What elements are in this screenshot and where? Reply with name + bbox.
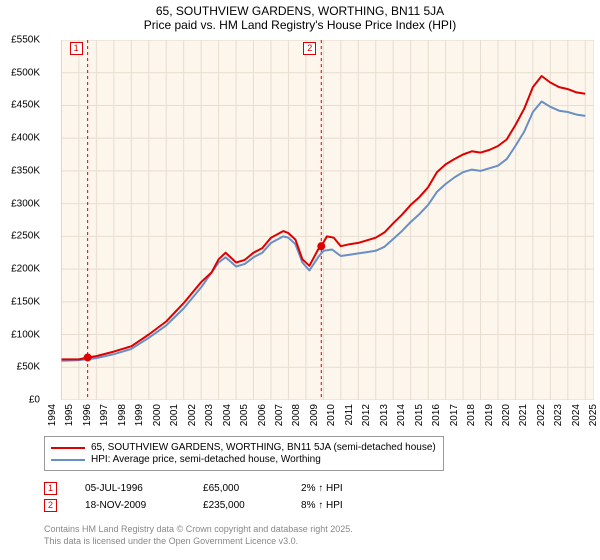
sales-table: 1 05-JUL-1996 £65,000 2% ↑ HPI 2 18-NOV-… — [44, 478, 343, 516]
legend-row-property: 65, SOUTHVIEW GARDENS, WORTHING, BN11 5J… — [51, 442, 437, 453]
x-tick-label: 1994 — [47, 404, 58, 426]
legend-label-hpi: HPI: Average price, semi-detached house,… — [91, 454, 321, 465]
sale-marker-box: 1 — [70, 42, 83, 55]
y-tick-label: £500K — [11, 67, 40, 78]
sales-marker-1: 1 — [44, 482, 57, 495]
x-tick-label: 2020 — [501, 404, 512, 426]
legend-swatch-hpi — [51, 459, 85, 461]
y-tick-label: £200K — [11, 264, 40, 275]
x-tick-label: 2016 — [431, 404, 442, 426]
sales-price-2: £235,000 — [203, 500, 273, 511]
attribution: Contains HM Land Registry data © Crown c… — [44, 524, 353, 547]
x-tick-label: 1998 — [117, 404, 128, 426]
legend-row-hpi: HPI: Average price, semi-detached house,… — [51, 454, 437, 465]
legend-label-property: 65, SOUTHVIEW GARDENS, WORTHING, BN11 5J… — [91, 442, 436, 453]
sales-row-1: 1 05-JUL-1996 £65,000 2% ↑ HPI — [44, 482, 343, 495]
x-tick-label: 2021 — [518, 404, 529, 426]
sales-delta-2: 8% ↑ HPI — [301, 500, 343, 511]
x-tick-label: 2000 — [152, 404, 163, 426]
x-tick-label: 2024 — [571, 404, 582, 426]
x-tick-label: 2023 — [553, 404, 564, 426]
x-tick-label: 2006 — [257, 404, 268, 426]
x-tick-label: 1997 — [99, 404, 110, 426]
y-tick-label: £400K — [11, 133, 40, 144]
x-tick-label: 2004 — [222, 404, 233, 426]
title-line-2: Price paid vs. HM Land Registry's House … — [0, 18, 600, 32]
x-tick-label: 2009 — [309, 404, 320, 426]
chart-area: £0£50K£100K£150K£200K£250K£300K£350K£400… — [44, 40, 594, 400]
x-tick-label: 2015 — [414, 404, 425, 426]
x-tick-label: 2007 — [274, 404, 285, 426]
title-line-1: 65, SOUTHVIEW GARDENS, WORTHING, BN11 5J… — [0, 4, 600, 18]
y-tick-label: £550K — [11, 35, 40, 46]
sales-date-2: 18-NOV-2009 — [85, 500, 175, 511]
x-tick-label: 1996 — [82, 404, 93, 426]
y-tick-label: £300K — [11, 198, 40, 209]
x-tick-label: 2013 — [379, 404, 390, 426]
y-tick-label: £50K — [17, 362, 40, 373]
attribution-line-2: This data is licensed under the Open Gov… — [44, 536, 353, 548]
legend: 65, SOUTHVIEW GARDENS, WORTHING, BN11 5J… — [44, 436, 444, 471]
sales-date-1: 05-JUL-1996 — [85, 483, 175, 494]
chart-svg — [44, 40, 594, 400]
x-tick-label: 2008 — [291, 404, 302, 426]
y-tick-label: £450K — [11, 100, 40, 111]
y-tick-label: £250K — [11, 231, 40, 242]
sales-delta-1: 2% ↑ HPI — [301, 483, 343, 494]
sales-marker-2: 2 — [44, 499, 57, 512]
x-tick-label: 2005 — [239, 404, 250, 426]
x-tick-label: 2019 — [484, 404, 495, 426]
x-tick-label: 2014 — [396, 404, 407, 426]
x-tick-label: 1999 — [134, 404, 145, 426]
y-tick-label: £150K — [11, 296, 40, 307]
sales-row-2: 2 18-NOV-2009 £235,000 8% ↑ HPI — [44, 499, 343, 512]
x-tick-label: 2010 — [326, 404, 337, 426]
x-tick-label: 2025 — [588, 404, 599, 426]
x-tick-label: 2003 — [204, 404, 215, 426]
sales-price-1: £65,000 — [203, 483, 273, 494]
legend-swatch-property — [51, 447, 85, 449]
x-tick-label: 2012 — [361, 404, 372, 426]
x-tick-label: 2011 — [344, 404, 355, 426]
chart-title: 65, SOUTHVIEW GARDENS, WORTHING, BN11 5J… — [0, 0, 600, 32]
y-tick-label: £100K — [11, 329, 40, 340]
y-tick-label: £350K — [11, 165, 40, 176]
sale-marker-box: 2 — [303, 42, 316, 55]
x-tick-label: 2018 — [466, 404, 477, 426]
x-tick-label: 1995 — [64, 404, 75, 426]
y-tick-label: £0 — [29, 395, 40, 406]
attribution-line-1: Contains HM Land Registry data © Crown c… — [44, 524, 353, 536]
x-tick-label: 2001 — [169, 404, 180, 426]
x-tick-label: 2002 — [187, 404, 198, 426]
x-tick-label: 2022 — [536, 404, 547, 426]
x-tick-label: 2017 — [449, 404, 460, 426]
